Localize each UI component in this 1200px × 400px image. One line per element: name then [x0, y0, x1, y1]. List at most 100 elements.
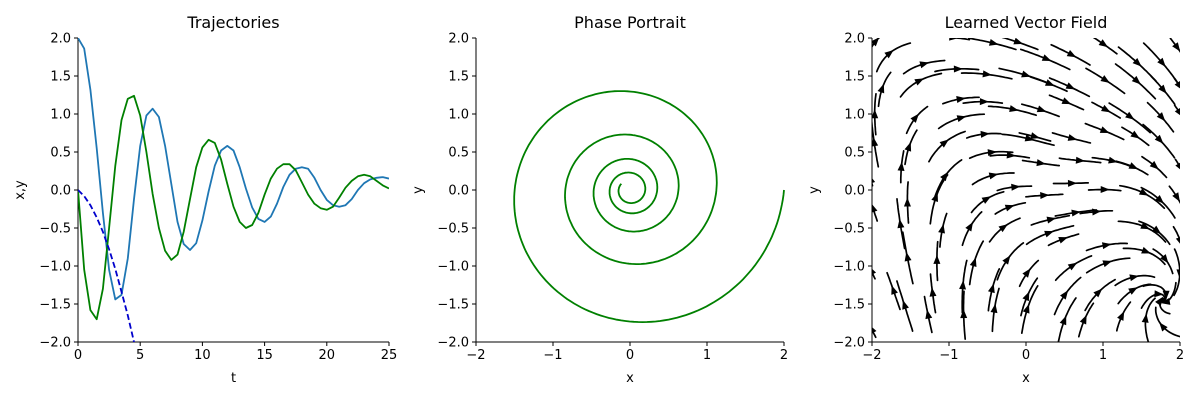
x-tick-label: 0: [1022, 348, 1030, 363]
streamline: [1154, 306, 1180, 338]
y-tick-label: −1.0: [437, 260, 469, 275]
streamline: [1025, 224, 1075, 246]
stream-arrow-icon: [1154, 134, 1164, 144]
stream-arrow-icon: [872, 137, 879, 147]
stream-arrow-icon: [1159, 322, 1168, 332]
streamline: [1085, 257, 1131, 274]
stream-arrow-icon: [925, 309, 933, 320]
stream-arrow-icon: [872, 265, 877, 276]
stream-arrow-icon: [988, 172, 999, 180]
stream-arrow-icon: [1067, 134, 1078, 141]
streamline: [961, 211, 983, 247]
stream-arrow-icon: [872, 174, 876, 185]
y-tick-label: −1.0: [833, 260, 865, 275]
streamline: [1057, 297, 1077, 342]
streamline: [996, 242, 1025, 281]
stream-arrow-icon: [1022, 268, 1031, 278]
stream-arrow-icon: [1172, 192, 1180, 202]
y-tick-label: 1.0: [448, 108, 469, 123]
stream-arrow-icon: [969, 257, 977, 268]
stream-arrow-icon: [1140, 222, 1150, 230]
streamline: [1084, 278, 1116, 312]
chart-title: Learned Vector Field: [945, 13, 1108, 32]
x-tick-label: 1: [1099, 348, 1107, 363]
stream-arrow-icon: [953, 65, 963, 73]
stream-arrow-icon: [1013, 38, 1024, 45]
x-tick-label: 20: [319, 348, 336, 363]
x-tick-label: 1: [703, 348, 711, 363]
stream-arrow-icon: [988, 38, 999, 46]
y-tick-label: 0.5: [448, 146, 469, 161]
stream-arrow-icon: [938, 224, 945, 234]
stream-arrow-icon: [1101, 242, 1112, 250]
stream-arrow-icon: [914, 78, 924, 86]
streamline: [1172, 225, 1180, 243]
stream-arrow-icon: [1046, 216, 1057, 224]
y-tick-label: −1.0: [39, 260, 71, 275]
stream-arrow-icon: [1149, 160, 1159, 170]
stream-arrow-icon: [1061, 97, 1072, 105]
stream-arrow-icon: [902, 300, 909, 310]
stream-arrow-icon: [1174, 107, 1180, 117]
y-tick-label: −0.5: [833, 222, 865, 237]
stream-arrow-icon: [1060, 290, 1069, 300]
x-tick-label: 2: [1176, 348, 1184, 363]
trajectory-series-line: [78, 94, 389, 321]
stream-arrow-icon: [872, 203, 878, 213]
stream-arrow-icon: [1102, 260, 1113, 268]
stream-arrow-icon: [1041, 54, 1052, 62]
x-tick-label: −1: [939, 348, 958, 363]
stream-arrow-icon: [1021, 70, 1031, 78]
y-tick-label: −1.5: [39, 298, 71, 313]
stream-arrow-icon: [960, 309, 968, 319]
chart-title: Trajectories: [186, 13, 279, 32]
y-tick-label: 2.0: [50, 32, 71, 47]
stream-arrow-icon: [1071, 209, 1081, 217]
streamline: [1054, 255, 1093, 282]
stream-arrow-icon: [979, 98, 989, 106]
stream-arrow-icon: [1108, 156, 1118, 164]
x-tick-label: 0: [626, 348, 634, 363]
stream-arrow-icon: [872, 109, 879, 119]
stream-arrow-icon: [965, 222, 973, 232]
stream-arrow-icon: [1160, 254, 1169, 264]
stream-arrow-icon: [1098, 39, 1109, 48]
stream-arrow-icon: [904, 251, 912, 262]
x-tick-label: 5: [136, 348, 144, 363]
stream-arrow-icon: [1067, 179, 1077, 187]
trajectory-series-line: [78, 189, 135, 342]
y-tick-label: −2.0: [437, 336, 469, 351]
stream-arrow-icon: [1128, 287, 1138, 295]
y-tick-label: 0.0: [448, 184, 469, 199]
streamline: [875, 42, 912, 73]
stream-arrow-icon: [1162, 290, 1170, 300]
stream-arrow-icon: [1011, 183, 1021, 191]
stream-arrow-icon: [903, 197, 911, 207]
y-tick-label: 2.0: [448, 32, 469, 47]
vector-field-panel: Learned Vector Field −2 −1 0 1 2 −2.0 −1.5 −1.0 −…: [807, 13, 1184, 386]
stream-arrow-icon: [1100, 186, 1110, 194]
stream-arrow-icon: [1030, 132, 1040, 140]
stream-arrow-icon: [1117, 311, 1125, 321]
stream-arrow-icon: [1172, 42, 1180, 52]
streamline: [948, 38, 971, 41]
y-tick-label: −2.0: [39, 336, 71, 351]
y-tick-label: 1.5: [448, 70, 469, 85]
stream-arrow-icon: [998, 224, 1008, 233]
stream-arrow-icon: [1067, 262, 1078, 271]
stream-arrow-icon: [956, 96, 966, 103]
y-tick-label: −0.5: [39, 222, 71, 237]
y-tick-label: 1.5: [50, 70, 71, 85]
stream-arrow-icon: [1130, 130, 1140, 139]
y-tick-label: −2.0: [833, 336, 865, 351]
streamline: [988, 217, 1021, 243]
stream-arrow-icon: [872, 324, 877, 335]
stream-arrow-icon: [884, 50, 894, 59]
stream-arrow-icon: [1128, 162, 1139, 170]
stream-arrow-icon: [933, 254, 941, 264]
stream-arrow-icon: [1160, 298, 1171, 305]
chart-title: Phase Portrait: [574, 13, 686, 32]
streamline: [899, 72, 943, 98]
stream-arrow-icon: [1075, 156, 1085, 164]
stream-arrow-icon: [949, 38, 959, 41]
